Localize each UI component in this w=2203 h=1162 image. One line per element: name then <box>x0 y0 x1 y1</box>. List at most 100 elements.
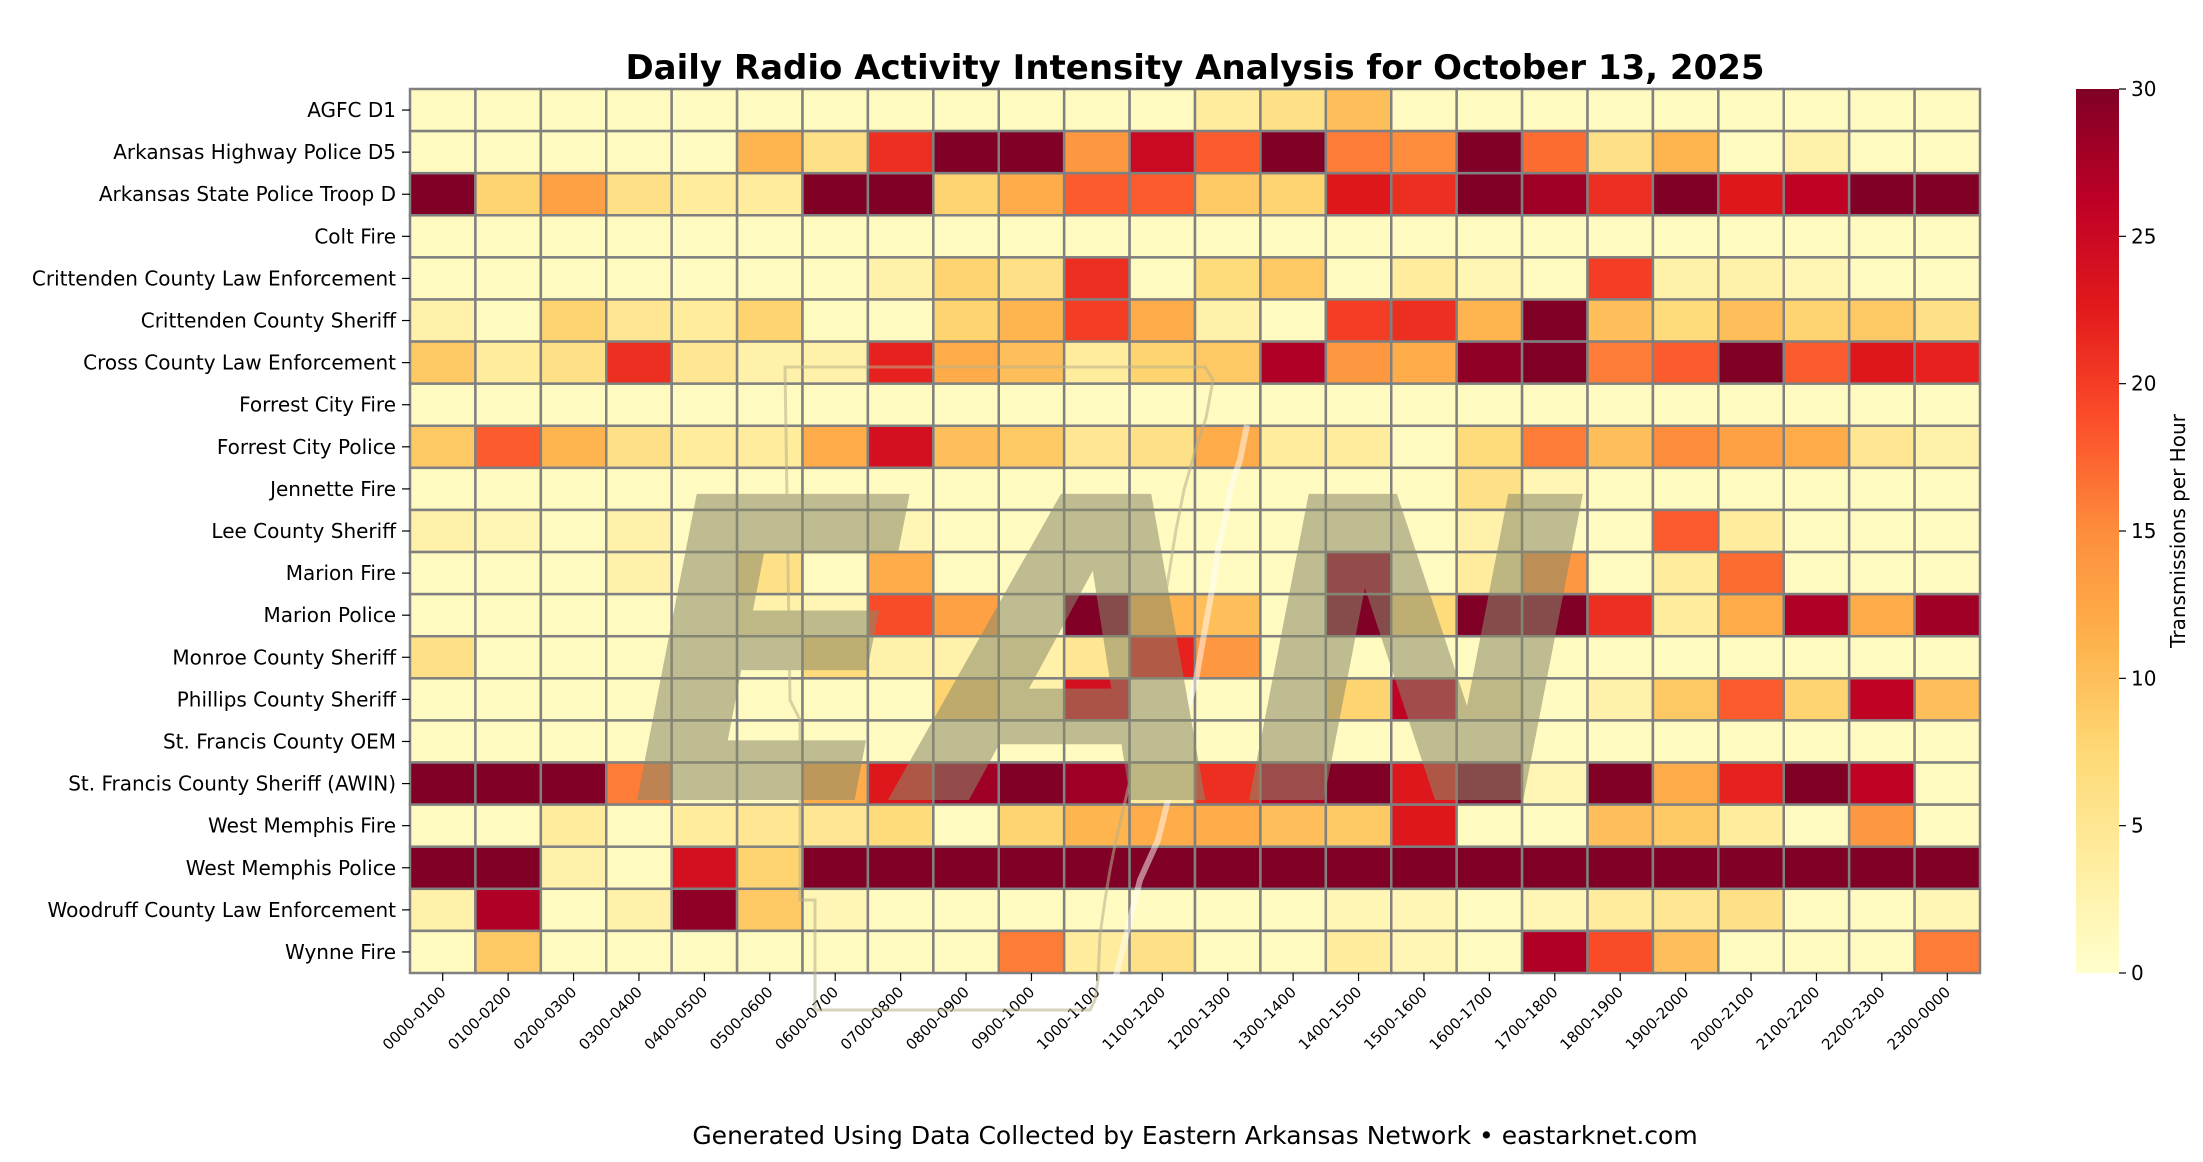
heatmap-cell <box>1062 929 1131 975</box>
y-axis-label: Arkansas State Police Troop D <box>99 182 396 206</box>
heatmap-cell <box>1586 634 1655 680</box>
y-axis-label: Crittenden County Sheriff <box>141 309 397 333</box>
heatmap-cell <box>1717 298 1786 343</box>
x-axis-label: 1000-1100 <box>1033 983 1104 1054</box>
heatmap-cell <box>801 256 870 301</box>
heatmap-cell <box>1128 340 1197 385</box>
heatmap-cell <box>539 887 608 933</box>
heatmap-cell <box>1520 171 1589 217</box>
heatmap-cell <box>1913 466 1982 512</box>
heatmap-cell <box>801 929 870 975</box>
heatmap-cell <box>605 803 673 848</box>
heatmap-cell <box>1913 550 1982 596</box>
x-axis-label: 1600-1700 <box>1426 983 1497 1054</box>
heatmap-cell <box>1062 592 1131 638</box>
x-axis-label: 1800-1900 <box>1556 983 1627 1054</box>
colorbar-gradient <box>2076 89 2119 973</box>
heatmap-cell <box>1717 466 1786 512</box>
heatmap-cell <box>1062 466 1131 512</box>
heatmap-cell <box>539 803 608 848</box>
heatmap-cell <box>1128 129 1197 175</box>
heatmap-cell <box>1913 761 1982 806</box>
heatmap-cell <box>735 298 804 343</box>
heatmap-cell <box>801 298 870 343</box>
heatmap-cell <box>1586 298 1655 343</box>
heatmap-cell <box>1717 887 1786 933</box>
heatmap-cell <box>1913 929 1982 975</box>
heatmap-cell <box>1913 803 1982 848</box>
heatmap-cell <box>408 466 477 512</box>
heatmap-cell <box>801 214 870 259</box>
heatmap-cell <box>474 256 543 301</box>
heatmap-cell <box>1390 634 1458 680</box>
heatmap-cell <box>866 845 935 891</box>
heatmap-cell <box>408 382 477 428</box>
heatmap-cell <box>605 171 673 217</box>
heatmap-cell <box>605 424 673 470</box>
heatmap-cell <box>932 171 1000 217</box>
heatmap-cell <box>1717 677 1786 722</box>
heatmap-cell <box>1651 256 1720 301</box>
heatmap-cell <box>539 719 608 764</box>
heatmap-cell <box>1259 171 1328 217</box>
heatmap-cell <box>539 550 608 596</box>
heatmap-cell <box>1259 382 1328 428</box>
heatmap-cell <box>1455 340 1524 385</box>
heatmap-cell <box>539 129 608 175</box>
heatmap-cell <box>474 803 543 848</box>
heatmap-cell <box>408 929 477 975</box>
heatmap-cell <box>1390 214 1458 259</box>
heatmap-cell <box>1782 803 1851 848</box>
heatmap-cell <box>801 171 870 217</box>
heatmap-cell <box>1717 424 1786 470</box>
heatmap-cell <box>1128 803 1197 848</box>
heatmap-cell <box>1259 929 1328 975</box>
x-axis-label: 1400-1500 <box>1295 983 1366 1054</box>
heatmap-cell <box>1782 887 1851 933</box>
heatmap-cell <box>605 87 673 133</box>
heatmap-cell <box>1062 382 1131 428</box>
heatmap-cell <box>866 298 935 343</box>
heatmap-cell <box>1390 298 1458 343</box>
heatmap-cell <box>1062 634 1131 680</box>
heatmap-cell <box>1782 256 1851 301</box>
heatmap-cell <box>1259 129 1328 175</box>
watermark-text: EAN <box>628 411 1591 900</box>
heatmap-cell <box>1520 677 1589 722</box>
heatmap-cell <box>1717 845 1786 891</box>
heatmap-cell <box>866 592 935 638</box>
heatmap-cell <box>1062 340 1131 385</box>
heatmap-cell <box>1651 340 1720 385</box>
heatmap-cell <box>801 129 870 175</box>
heatmap-cell <box>408 340 477 385</box>
heatmap-cell <box>474 298 543 343</box>
heatmap-cell <box>1520 256 1589 301</box>
heatmap-cell <box>1847 382 1916 428</box>
heatmap-cell <box>1586 887 1655 933</box>
y-axis-label: Marion Fire <box>286 561 396 585</box>
heatmap-cell <box>474 592 543 638</box>
heatmap-cell <box>1586 171 1655 217</box>
heatmap-cell <box>1455 298 1524 343</box>
heatmap-cell <box>1782 129 1851 175</box>
heatmap-cell <box>1193 466 1262 512</box>
heatmap-cell <box>1062 550 1131 596</box>
heatmap-cell <box>1259 214 1328 259</box>
heatmap-cell <box>408 256 477 301</box>
heatmap-cell <box>932 719 1000 764</box>
x-axis-label: 0900-1000 <box>968 983 1039 1054</box>
heatmap-cell <box>735 256 804 301</box>
x-axis-label: 0300-0400 <box>575 983 646 1054</box>
heatmap-cell <box>735 508 804 554</box>
heatmap-cell <box>997 508 1066 554</box>
heatmap-cell <box>1782 761 1851 806</box>
heatmap-cell <box>474 887 543 933</box>
heatmap-cell <box>1847 929 1916 975</box>
heatmap-cell <box>1782 550 1851 596</box>
heatmap-cell <box>932 508 1000 554</box>
heatmap-cell <box>1913 87 1982 133</box>
y-axis-label: Jennette Fire <box>268 477 396 501</box>
heatmap-cell <box>408 214 477 259</box>
heatmap-cell <box>932 677 1000 722</box>
